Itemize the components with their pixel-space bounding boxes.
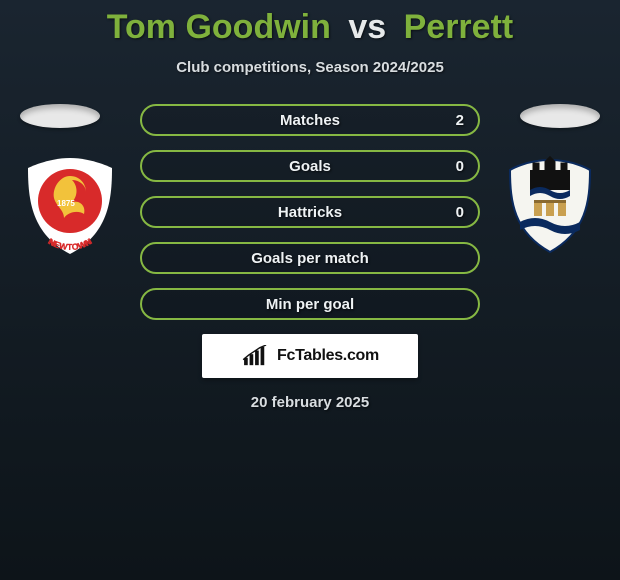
stat-value: 0: [456, 204, 464, 221]
player2-name: Perrett: [404, 8, 514, 46]
brand-text: FcTables.com: [277, 347, 379, 365]
snapshot-date: 20 february 2025: [0, 394, 620, 411]
stat-row-goals-per-match: Goals per match: [140, 242, 480, 274]
player1-club-crest: 1875 NEWTOWN NEWTOWN: [20, 156, 120, 256]
stat-label: Matches: [280, 112, 340, 129]
stat-value: 0: [456, 158, 464, 175]
stat-label: Goals per match: [251, 250, 369, 267]
shield-icon: 1875 NEWTOWN NEWTOWN: [20, 156, 120, 256]
player2-silhouette: [520, 104, 600, 128]
player2-club-crest: [500, 156, 600, 256]
player1-silhouette: [20, 104, 100, 128]
vs-separator: vs: [348, 8, 386, 46]
shield-icon: [500, 156, 600, 256]
stat-label: Hattricks: [278, 204, 342, 221]
bar-chart-icon: [241, 345, 271, 367]
stat-row-min-per-goal: Min per goal: [140, 288, 480, 320]
stat-value: 2: [456, 112, 464, 129]
main-content: 1875 NEWTOWN NEWTOWN Matches 2: [0, 104, 620, 411]
player1-name: Tom Goodwin: [107, 8, 331, 46]
stat-label: Min per goal: [266, 296, 354, 313]
stats-list: Matches 2 Goals 0 Hattricks 0 Goals per …: [140, 104, 480, 320]
comparison-title: Tom Goodwin vs Perrett: [0, 0, 620, 47]
stat-row-hattricks: Hattricks 0: [140, 196, 480, 228]
stat-row-goals: Goals 0: [140, 150, 480, 182]
competition-subtitle: Club competitions, Season 2024/2025: [0, 59, 620, 76]
stat-label: Goals: [289, 158, 331, 175]
stat-row-matches: Matches 2: [140, 104, 480, 136]
svg-text:1875: 1875: [57, 199, 75, 208]
brand-attribution[interactable]: FcTables.com: [202, 334, 418, 378]
